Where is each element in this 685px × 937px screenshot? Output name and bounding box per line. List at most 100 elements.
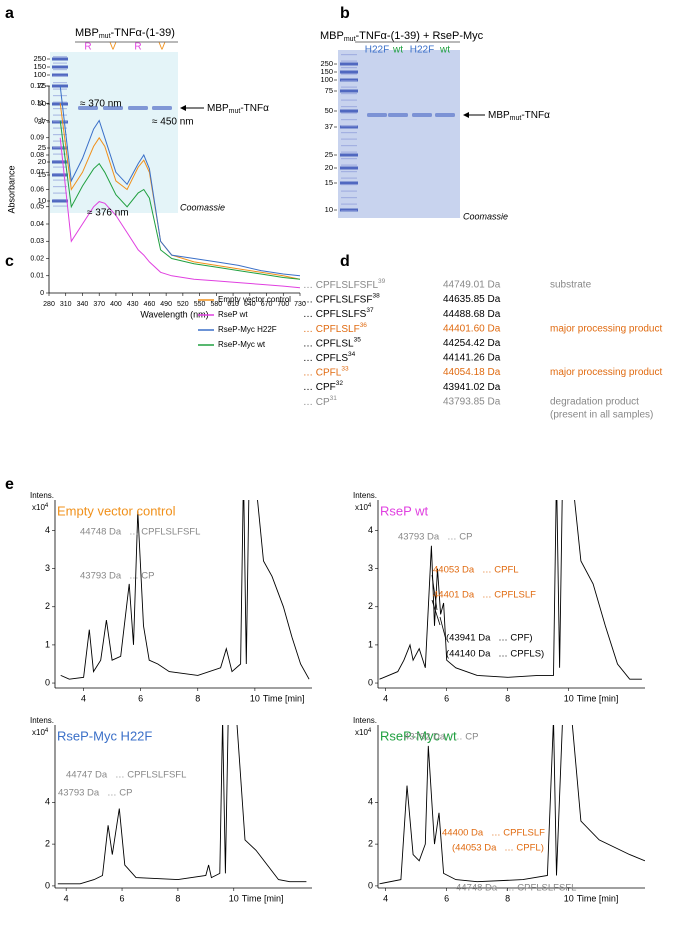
- ladder-smear: [53, 82, 67, 84]
- y-tick-label: 2: [45, 838, 50, 848]
- sample-band: [435, 113, 455, 117]
- y-axis-label: Intens.: [30, 491, 54, 500]
- title-sub: mut: [344, 36, 356, 43]
- mass: 43941.02 Da: [443, 382, 501, 393]
- plot: [379, 725, 645, 885]
- x-tick-label: 10: [229, 893, 239, 903]
- sample-band: [388, 113, 408, 117]
- arrow-head: [180, 105, 186, 111]
- marker-label: 50: [325, 106, 333, 115]
- x-tick-label: 280: [43, 301, 55, 308]
- chart-title: RseP-Myc H22F: [57, 728, 152, 743]
- marker-label: 20: [325, 163, 333, 172]
- sequence-text: … CPFLSL: [303, 338, 354, 349]
- y-tick-label: 2: [45, 601, 50, 611]
- marker-label: 100: [320, 75, 333, 84]
- y-tick-label: 0.05: [30, 204, 44, 211]
- annotation: 44401 Da … CPFLSLF: [433, 590, 536, 601]
- ladder-band: [340, 125, 358, 129]
- marker-label: 75: [325, 86, 333, 95]
- ladder-smear: [53, 114, 67, 116]
- x-tick-label: 6: [444, 893, 449, 903]
- ladder-smear: [53, 140, 67, 142]
- ladder-band: [340, 70, 358, 74]
- annotation: 44748 Da … CPFLSLFSFL: [456, 883, 576, 894]
- annotation: ≈ 376 nm: [87, 208, 129, 219]
- sequence-text: … CPFLSLFSF: [303, 294, 372, 305]
- y-axis-label: Intens.: [353, 491, 377, 500]
- lane-label: wt: [392, 45, 403, 56]
- x-tick-label: 400: [110, 301, 122, 308]
- position: 39: [378, 278, 386, 285]
- ladder-smear: [53, 147, 67, 149]
- y-tick-label: 0: [45, 677, 50, 687]
- ladder-smear: [341, 60, 357, 62]
- x-axis-label: Time [min]: [263, 693, 305, 703]
- trace: [57, 725, 307, 885]
- label-sub: mut: [510, 115, 522, 122]
- ladder-band: [52, 160, 68, 164]
- y-tick-label: 4: [45, 797, 50, 807]
- ladder-smear: [53, 153, 67, 155]
- x-tick-label: 520: [177, 301, 189, 308]
- band-label: MBPmut-TNFα: [488, 110, 550, 123]
- x-tick-label: 430: [127, 301, 139, 308]
- marker-label: 50: [38, 99, 46, 108]
- x-tick-label: 10: [564, 693, 574, 703]
- position: 32: [336, 380, 344, 387]
- ladder-smear: [53, 69, 67, 71]
- y-tick-label: 0.12: [30, 83, 44, 90]
- legend-label: RseP-Myc H22F: [218, 325, 277, 334]
- y-tick-label: 0.09: [30, 135, 44, 142]
- y-axis-label: Intens.: [353, 716, 377, 725]
- annotation: (44140 Da … CPFLS): [446, 649, 544, 660]
- mass: 44254.42 Da: [443, 338, 501, 349]
- annotation: 44053 Da … CPFL: [433, 565, 519, 576]
- ladder-smear: [341, 93, 357, 95]
- sample-band: [152, 106, 172, 110]
- legend-label: Empty vector control: [218, 295, 291, 304]
- y-unit: x104: [355, 503, 372, 513]
- panel-label: d: [340, 253, 350, 270]
- marker-label: 37: [38, 117, 46, 126]
- x-tick-label: 10: [250, 693, 260, 703]
- x-tick-label: 6: [138, 693, 143, 703]
- stain-label: Coomassie: [180, 202, 225, 212]
- marker-label: 150: [320, 67, 333, 76]
- lane-label: R: [84, 42, 91, 53]
- ladder-band: [340, 62, 358, 66]
- unit-exp: 4: [368, 728, 372, 734]
- ladder-smear: [341, 132, 357, 134]
- unit-exp: 4: [45, 728, 49, 734]
- x-tick-label: 700: [277, 301, 289, 308]
- annotation: (43941 Da … CPF): [446, 633, 533, 644]
- sequence: … CPFLSLFSF38: [303, 293, 380, 305]
- sequence: … CPF32: [303, 380, 343, 392]
- title-part: MBP: [320, 30, 344, 42]
- position: 33: [341, 366, 349, 373]
- annotation: 43793 Da … CP: [80, 571, 154, 582]
- panel-label: e: [5, 476, 14, 493]
- annotation: ≈ 450 nm: [152, 117, 194, 128]
- ladder-band: [52, 73, 68, 77]
- note: degradation product: [550, 396, 639, 407]
- annotation: 43792 Da … CP: [404, 732, 478, 743]
- ladder-smear: [53, 134, 67, 136]
- sequence: … CPFLS34: [303, 351, 356, 363]
- y-tick-label: 0.11: [31, 100, 44, 107]
- annotation: 43793 Da … CP: [58, 788, 132, 799]
- ladder-smear: [53, 192, 67, 194]
- unit-exp: 4: [368, 503, 372, 509]
- sample-band: [367, 113, 387, 117]
- gel-title: MBPmut-TNFα-(1-39) + RseP-Myc: [320, 30, 484, 43]
- x-tick-label: 640: [244, 301, 256, 308]
- ladder-smear: [341, 158, 357, 160]
- y-tick-label: 3: [368, 563, 373, 573]
- marker-label: 20: [38, 157, 46, 166]
- marker-label: 75: [38, 81, 46, 90]
- marker-label: 150: [33, 62, 46, 71]
- x-tick-label: 8: [175, 893, 180, 903]
- y-tick-label: 0.04: [30, 221, 44, 228]
- sequence-text: … CPFLS: [303, 353, 348, 364]
